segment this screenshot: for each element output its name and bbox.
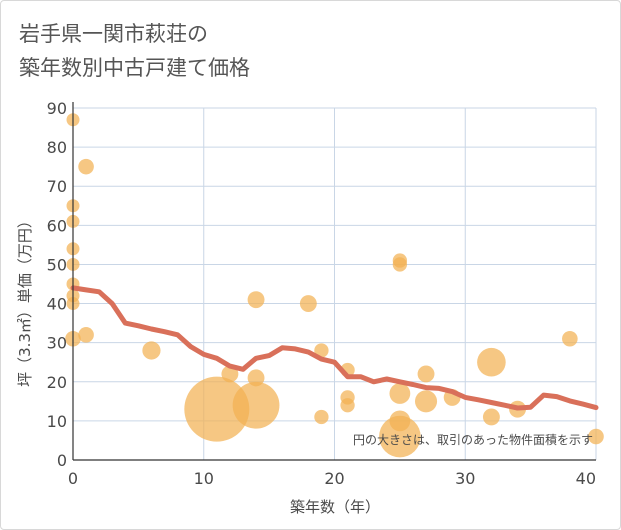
data-point-19: [314, 409, 329, 425]
data-point-9: [78, 158, 94, 175]
data-point-14: [247, 291, 265, 309]
y-tick-label-70: 70: [47, 177, 67, 196]
y-axis-label: 坪（3.3㎡）単価（万円）: [16, 213, 34, 387]
data-point-31: [477, 347, 506, 377]
chart-title-line1: 岩手県一関市萩荘の: [19, 22, 208, 46]
trend-line: [70, 285, 599, 411]
data-point-34: [562, 330, 578, 347]
x-tick-label-0: 0: [68, 469, 78, 488]
data-point-17: [299, 295, 317, 313]
axes: [72, 102, 596, 461]
data-point-15: [247, 369, 265, 387]
y-tick-label-0: 0: [57, 451, 67, 470]
x-tick-label-20: 20: [324, 469, 344, 488]
data-point-28: [417, 365, 435, 383]
x-tick-label-30: 30: [455, 469, 475, 488]
data-point-18: [314, 343, 329, 358]
data-point-13: [221, 365, 239, 383]
y-tick-label-10: 10: [47, 412, 67, 431]
data-point-12: [184, 376, 250, 442]
x-axis-label: 築年数（年）: [290, 498, 380, 516]
data-point-35: [588, 428, 604, 445]
data-point-25: [389, 383, 411, 404]
x-tick-label-10: 10: [194, 469, 214, 488]
data-point-27: [379, 415, 421, 458]
y-tick-label-30: 30: [47, 334, 67, 353]
data-point-24: [392, 257, 408, 272]
data-point-16: [232, 381, 280, 429]
y-tick-label-80: 80: [47, 138, 67, 157]
data-point-32: [482, 408, 500, 426]
chart-title: 岩手県一関市萩荘の 築年数別中古戸建て価格: [19, 17, 250, 85]
chart-title-line2: 築年数別中古戸建て価格: [19, 56, 250, 80]
data-point-22: [340, 398, 355, 413]
x-tick-label-40: 40: [576, 469, 596, 488]
y-tick-label-90: 90: [47, 99, 67, 118]
size-legend-note: 円の大きさは、取引のあった物件面積を示す: [353, 432, 593, 447]
y-tick-label-40: 40: [47, 295, 67, 314]
data-point-29: [414, 390, 438, 413]
y-tick-label-20: 20: [47, 373, 67, 392]
data-point-10: [78, 327, 94, 343]
y-tick-label-60: 60: [47, 216, 67, 235]
tick-labels: 0 10 20 30 40 50 60 70 80 90 0 10 20 30 40: [47, 99, 596, 488]
y-tick-label-50: 50: [47, 255, 67, 274]
data-point-11: [142, 341, 161, 360]
